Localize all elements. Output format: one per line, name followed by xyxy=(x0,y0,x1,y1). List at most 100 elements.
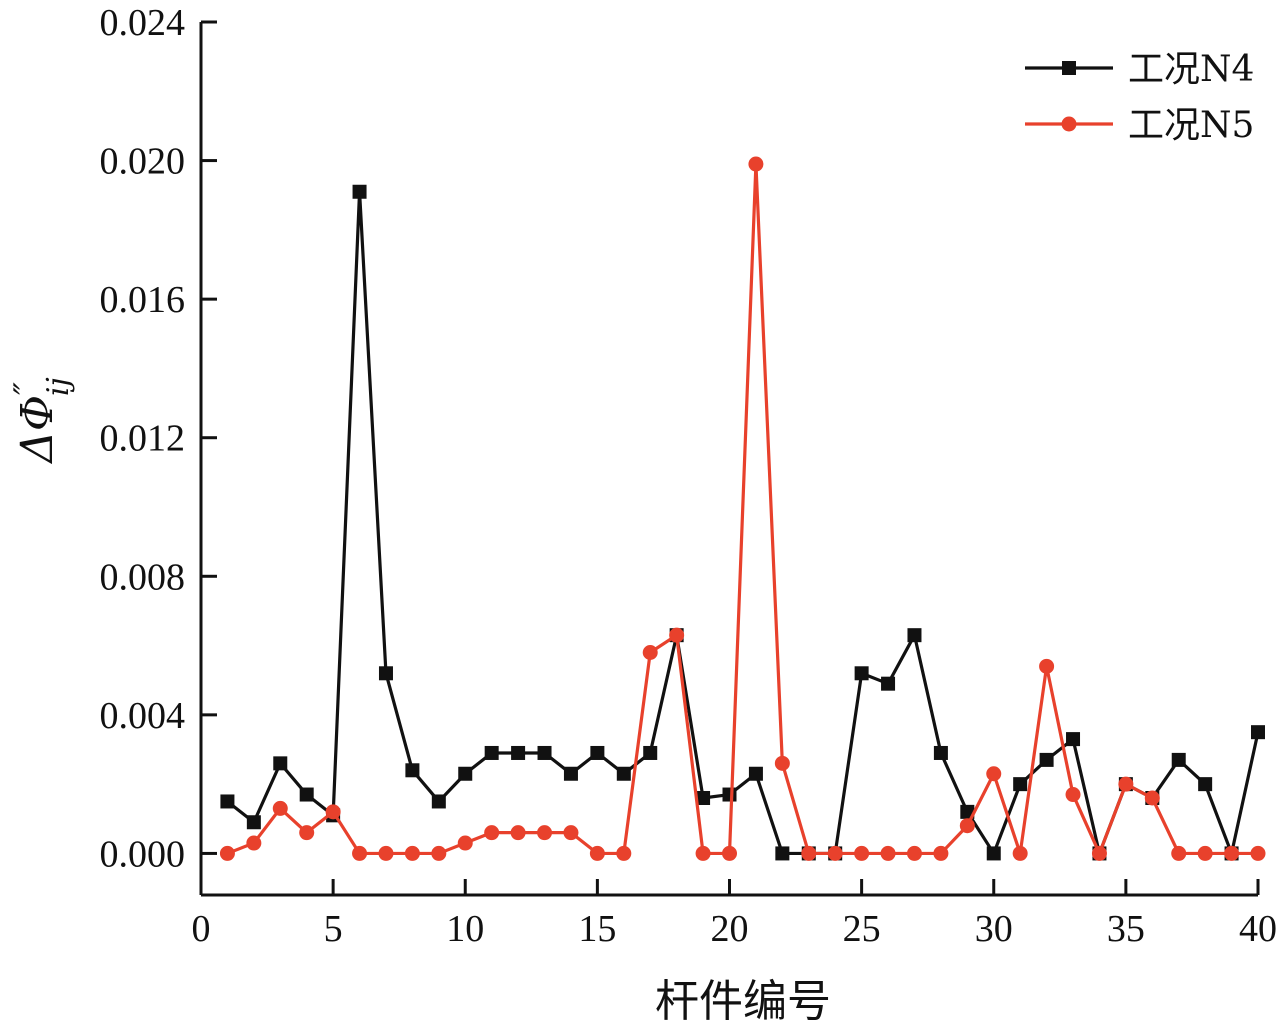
data-point xyxy=(431,794,446,809)
data-point xyxy=(404,845,420,861)
ticks: 0.000 0.004 0.008 0.012 0.016 0.020 0.024 0 5 10 1… xyxy=(100,2,1278,950)
data-point xyxy=(352,845,368,861)
data-point xyxy=(1039,752,1054,767)
data-point xyxy=(273,756,288,771)
data-point xyxy=(1250,845,1266,861)
y-tick-label: 0.000 xyxy=(100,833,186,875)
data-point xyxy=(801,845,817,861)
series-layer xyxy=(219,156,1266,861)
x-tick-label: 5 xyxy=(324,908,343,950)
data-point xyxy=(246,815,261,830)
series-2 xyxy=(219,156,1266,861)
data-point xyxy=(1118,776,1134,792)
legend-marker xyxy=(1062,61,1076,75)
data-point xyxy=(1013,777,1028,792)
y-tick-label: 0.020 xyxy=(100,141,186,183)
data-point xyxy=(1066,732,1081,747)
axes xyxy=(199,22,1258,897)
x-tick-label: 35 xyxy=(1107,908,1145,950)
legend-label: 工况N4 xyxy=(1128,49,1254,90)
data-point xyxy=(616,766,631,781)
data-point xyxy=(484,745,499,760)
y-tick-label: 0.024 xyxy=(100,2,186,44)
data-point xyxy=(695,845,711,861)
data-point xyxy=(775,846,790,861)
data-point xyxy=(378,666,393,681)
data-point xyxy=(511,745,526,760)
data-point xyxy=(669,627,685,643)
data-point xyxy=(643,745,658,760)
data-point xyxy=(642,645,658,660)
data-point xyxy=(1144,790,1160,806)
y-axis-title-text: ΔΦ″ij xyxy=(7,377,76,464)
data-point xyxy=(774,755,790,771)
x-tick-label: 25 xyxy=(843,908,881,950)
x-tick-label: 10 xyxy=(446,908,484,950)
x-tick-label: 40 xyxy=(1239,908,1277,950)
legend-entry: 工况N5 xyxy=(1025,105,1254,146)
legend-label: 工况N5 xyxy=(1128,105,1254,146)
legend-marker xyxy=(1061,116,1077,132)
data-point xyxy=(1251,725,1265,740)
x-tick-label: 30 xyxy=(975,908,1013,950)
data-point xyxy=(1171,752,1186,767)
data-point xyxy=(880,845,896,861)
data-point xyxy=(431,845,447,861)
legend-entry: 工况N4 xyxy=(1025,49,1254,90)
data-point xyxy=(537,745,552,760)
data-point xyxy=(563,825,579,841)
data-point xyxy=(906,845,922,861)
data-point xyxy=(325,804,341,820)
data-point xyxy=(220,794,235,809)
legend: 工况N4 工况N5 xyxy=(1025,49,1254,146)
data-point xyxy=(457,835,473,851)
series-line xyxy=(226,190,1260,856)
data-point xyxy=(246,835,262,851)
data-point xyxy=(1224,845,1240,861)
y-axis-title-label: ΔΦ″ij xyxy=(7,377,76,464)
data-point xyxy=(748,156,764,172)
data-point xyxy=(827,845,843,861)
y-tick-label: 0.016 xyxy=(100,279,186,321)
data-point xyxy=(405,763,420,778)
data-point xyxy=(722,845,737,861)
data-point xyxy=(854,666,869,681)
data-point xyxy=(1091,845,1107,861)
data-point xyxy=(378,845,394,861)
y-axis-title: ΔΦ″ij xyxy=(7,377,76,464)
data-point xyxy=(589,845,605,861)
data-point xyxy=(563,766,578,781)
data-point xyxy=(1039,658,1055,674)
data-point xyxy=(299,825,315,841)
data-point xyxy=(299,787,314,802)
data-point xyxy=(1197,845,1213,861)
data-point xyxy=(986,846,1001,861)
data-point xyxy=(1198,777,1213,792)
data-point xyxy=(1171,845,1187,861)
y-tick-label: 0.004 xyxy=(100,695,186,737)
data-point xyxy=(881,676,896,691)
y-tick-label: 0.012 xyxy=(100,418,186,460)
data-point xyxy=(219,845,235,861)
x-axis-title: 杆件编号 xyxy=(655,976,831,1027)
data-point xyxy=(854,845,870,861)
data-point xyxy=(933,845,949,861)
data-point xyxy=(484,825,500,841)
x-tick-label: 0 xyxy=(192,908,211,950)
data-point xyxy=(537,825,553,841)
x-tick-label: 15 xyxy=(578,908,616,950)
data-point xyxy=(959,818,975,834)
series-line xyxy=(226,162,1258,856)
data-point xyxy=(616,845,632,861)
data-point xyxy=(590,745,605,760)
data-point xyxy=(510,825,526,841)
data-point xyxy=(458,766,473,781)
data-point xyxy=(696,791,711,805)
data-point xyxy=(933,745,948,760)
data-point xyxy=(986,766,1002,782)
x-tick-label: 20 xyxy=(711,908,749,950)
data-point xyxy=(748,766,763,781)
data-point xyxy=(1012,845,1028,861)
